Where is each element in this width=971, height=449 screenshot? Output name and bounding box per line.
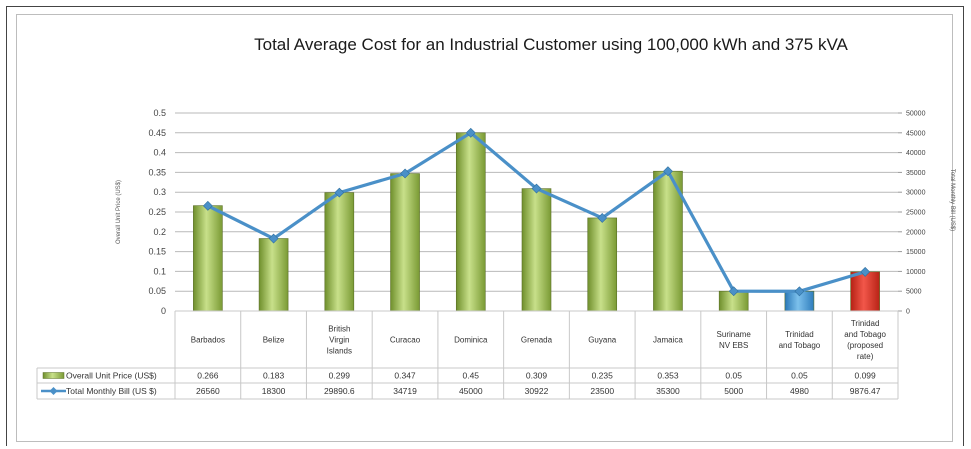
data-label: 26560 xyxy=(196,386,220,396)
category-label: Belize xyxy=(263,336,285,345)
right-axis-ticks: 0 5000 10000 15000 20000 25000 30000 35000 40000… xyxy=(898,111,926,316)
gridlines xyxy=(175,112,898,312)
category-label: Trinidad xyxy=(851,319,880,328)
bar-series xyxy=(193,132,880,312)
bar xyxy=(390,173,420,312)
chart-outer-frame xyxy=(6,6,964,446)
data-label: 0.099 xyxy=(854,371,876,381)
bar xyxy=(324,192,355,312)
category-label: NV EBS xyxy=(719,341,748,350)
data-label: 34719 xyxy=(393,386,417,396)
line-point xyxy=(597,213,608,223)
right-tick-label: 30000 xyxy=(906,190,926,197)
category-label: Grenada xyxy=(521,336,553,345)
data-label: 0.05 xyxy=(725,371,742,381)
category-label: (proposed xyxy=(847,341,883,350)
left-tick-label: 0.1 xyxy=(153,266,166,276)
data-label: 9876.47 xyxy=(850,386,881,396)
category-label: Curacao xyxy=(390,336,421,345)
right-tick-label: 35000 xyxy=(906,170,926,177)
chart-title: Total Average Cost for an Industrial Cus… xyxy=(254,35,848,54)
line-point xyxy=(860,266,871,277)
data-label: 4980 xyxy=(790,386,809,396)
category-label: Jamaica xyxy=(653,336,683,345)
data-label: 30922 xyxy=(525,386,549,396)
category-label: Dominica xyxy=(454,336,488,345)
legend-label: Overall Unit Price (US$) xyxy=(66,371,157,381)
line-point xyxy=(531,183,542,194)
category-label: and Tobago xyxy=(779,341,821,350)
data-label: 0.266 xyxy=(197,371,219,381)
left-tick-label: 0.25 xyxy=(148,207,166,217)
data-label: 23500 xyxy=(590,386,614,396)
line-point xyxy=(663,166,673,177)
left-tick-label: 0.3 xyxy=(153,187,166,197)
category-label: rate) xyxy=(857,352,874,361)
data-label: 0.347 xyxy=(394,371,416,381)
right-tick-label: 15000 xyxy=(906,249,926,256)
data-label: 5000 xyxy=(724,386,743,396)
right-tick-label: 20000 xyxy=(906,229,926,236)
right-tick-label: 50000 xyxy=(906,111,926,118)
data-label: 0.45 xyxy=(462,371,479,381)
right-tick-label: 0 xyxy=(906,309,910,316)
line-series xyxy=(202,127,871,297)
legend-key-bar xyxy=(42,372,65,379)
legend-key-marker xyxy=(49,387,58,395)
line-point xyxy=(268,233,279,244)
bar xyxy=(455,132,486,312)
line-point xyxy=(202,200,213,211)
left-tick-label: 0.5 xyxy=(153,108,166,118)
right-tick-label: 5000 xyxy=(906,289,922,296)
data-label: 0.309 xyxy=(526,371,548,381)
line-point xyxy=(728,286,739,297)
left-tick-label: 0 xyxy=(161,306,166,316)
data-label: 0.183 xyxy=(263,371,285,381)
category-label: Guyana xyxy=(588,336,617,345)
right-tick-label: 45000 xyxy=(906,130,926,137)
data-label: 45000 xyxy=(459,386,483,396)
data-label: 29890.6 xyxy=(324,386,355,396)
left-axis-label: Overall Unit Price (US$) xyxy=(116,180,122,244)
data-label: 0.235 xyxy=(592,371,614,381)
left-tick-label: 0.15 xyxy=(148,247,166,257)
line-point xyxy=(465,127,476,138)
legend-label: Total Monthly Bill (US $) xyxy=(66,386,157,396)
left-tick-label: 0.45 xyxy=(148,128,166,138)
right-tick-label: 25000 xyxy=(906,210,926,217)
left-tick-label: 0.2 xyxy=(153,227,166,237)
bar xyxy=(258,238,289,312)
data-label: 0.299 xyxy=(329,371,351,381)
right-tick-label: 10000 xyxy=(906,269,926,276)
data-label: 35300 xyxy=(656,386,680,396)
bar xyxy=(587,217,618,312)
bar xyxy=(653,170,683,312)
left-tick-label: 0.4 xyxy=(153,148,166,158)
left-tick-label: 0.35 xyxy=(148,167,166,177)
category-label: Suriname xyxy=(717,330,752,339)
chart-area-border xyxy=(16,14,953,442)
data-label: 0.05 xyxy=(791,371,808,381)
left-tick-label: 0.05 xyxy=(148,286,166,296)
category-label: and Tobago xyxy=(844,330,886,339)
right-tick-label: 40000 xyxy=(906,150,926,157)
category-label: Virgin xyxy=(329,336,349,345)
line-point xyxy=(400,168,410,179)
category-label: Trinidad xyxy=(785,330,814,339)
category-label: Islands xyxy=(327,347,352,356)
data-label: 0.353 xyxy=(657,371,679,381)
data-table: Barbados Belize British Virgin Islands Curaca… xyxy=(36,310,899,400)
left-axis-ticks: 0 0.05 0.1 0.15 0.2 0.25 0.3 0.35 0.4 0.45 0.5 xyxy=(148,108,166,316)
bar xyxy=(521,188,552,312)
line-point xyxy=(334,187,345,198)
category-label: Barbados xyxy=(191,336,225,345)
bar xyxy=(850,271,880,312)
category-label: British xyxy=(328,325,350,334)
line-point xyxy=(794,286,805,297)
right-axis-label: Total Monthly Bill (US$) xyxy=(949,169,955,231)
data-label: 18300 xyxy=(262,386,286,396)
bar xyxy=(193,205,223,312)
